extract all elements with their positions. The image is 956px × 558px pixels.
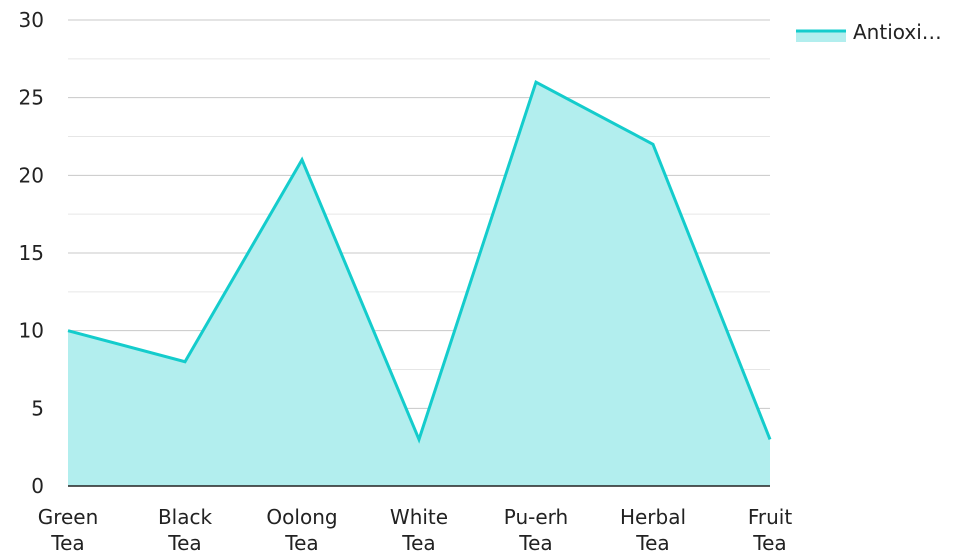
legend-swatch <box>796 30 846 42</box>
series-line <box>67 79 772 444</box>
legend[interactable]: Antioxi… <box>796 20 942 44</box>
x-tick-label: Green Tea <box>38 505 99 555</box>
y-tick-label: 20 <box>19 163 44 187</box>
y-tick-label: 25 <box>19 86 44 110</box>
y-tick-label: 0 <box>31 474 44 498</box>
x-tick-label: Herbal Tea <box>620 505 686 555</box>
x-tick-label: Fruit Tea <box>748 505 793 555</box>
x-tick-label: Pu-erh Tea <box>504 505 568 555</box>
y-tick-label: 5 <box>31 396 44 420</box>
series-area-fill <box>68 82 770 486</box>
x-tick-label: Oolong Tea <box>266 505 337 555</box>
y-axis-tick-labels: 0 5 10 15 20 25 30 <box>19 8 44 498</box>
y-tick-label: 30 <box>19 8 44 32</box>
x-tick-label: White Tea <box>390 505 448 555</box>
legend-label: Antioxi… <box>853 20 942 44</box>
y-tick-label: 15 <box>19 241 44 265</box>
y-tick-label: 10 <box>19 319 44 343</box>
x-tick-label: Black Tea <box>158 505 213 555</box>
x-axis-tick-labels: Green Tea Black Tea Oolong Tea White Tea Pu-erh T… <box>38 505 793 555</box>
